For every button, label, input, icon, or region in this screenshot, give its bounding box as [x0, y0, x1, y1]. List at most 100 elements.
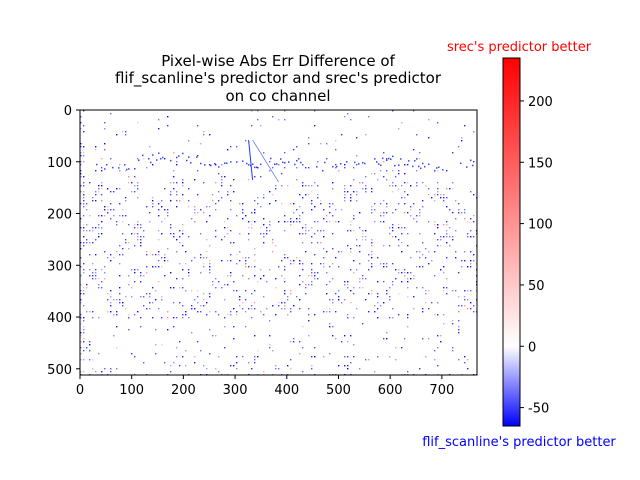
heatmap-pixel: [254, 362, 256, 364]
heatmap-pixel: [152, 164, 154, 166]
heatmap-pixel: [260, 125, 262, 127]
heatmap-pixel: [167, 248, 169, 250]
heatmap-pixel: [392, 191, 394, 193]
heatmap-pixel: [452, 212, 454, 214]
heatmap-pixel: [164, 362, 166, 364]
heatmap-pixel: [182, 317, 184, 319]
heatmap-pixel: [464, 290, 466, 292]
heatmap-pixel: [113, 215, 115, 217]
heatmap-pixel: [410, 257, 412, 259]
heatmap-pixel: [347, 113, 349, 115]
heatmap-pixel: [95, 170, 97, 172]
heatmap-pixel: [137, 227, 139, 229]
heatmap-pixel: [104, 272, 106, 274]
heatmap-pixel: [224, 299, 226, 301]
heatmap-pixel: [293, 263, 295, 265]
heatmap-pixel: [92, 278, 94, 280]
heatmap-pixel: [308, 167, 310, 169]
heatmap-pixel: [305, 227, 307, 229]
heatmap-pixel: [401, 281, 403, 283]
heatmap-pixel: [83, 131, 85, 133]
heatmap-pixel: [392, 227, 394, 229]
heatmap-pixel: [308, 137, 310, 139]
heatmap-pixel: [170, 182, 172, 184]
heatmap-pixel: [248, 221, 250, 223]
heatmap-pixel: [437, 347, 439, 349]
heatmap-pixel: [398, 170, 400, 172]
heatmap-pixel: [308, 275, 310, 277]
heatmap-pixel: [254, 254, 256, 256]
heatmap-pixel: [278, 164, 280, 166]
heatmap-pixel: [98, 287, 100, 289]
heatmap-pixel: [218, 191, 220, 193]
heatmap-pixel: [311, 365, 313, 367]
heatmap-pixel: [92, 263, 94, 265]
heatmap-pixel: [323, 311, 325, 313]
heatmap-pixel: [254, 359, 256, 361]
heatmap-pixel: [92, 317, 94, 319]
heatmap-pixel: [458, 320, 460, 322]
heatmap-pixel: [110, 302, 112, 304]
heatmap-pixel: [80, 152, 82, 154]
heatmap-pixel: [236, 311, 238, 313]
heatmap-pixel: [215, 230, 217, 232]
heatmap-pixel: [407, 281, 409, 283]
heatmap-pixel: [452, 182, 454, 184]
heatmap-pixel: [332, 188, 334, 190]
heatmap-pixel: [80, 170, 82, 172]
heatmap-pixel: [269, 230, 271, 232]
heatmap-pixel: [167, 209, 169, 211]
heatmap-pixel: [206, 206, 208, 208]
heatmap-pixel: [329, 299, 331, 301]
heatmap-pixel: [460, 162, 462, 165]
heatmap-pixel: [173, 326, 175, 328]
heatmap-pixel: [278, 119, 280, 121]
heatmap-pixel: [354, 161, 356, 164]
heatmap-pixel: [143, 236, 145, 238]
heatmap-pixel: [425, 257, 427, 259]
heatmap-pixel: [176, 191, 178, 193]
heatmap-pixel: [173, 287, 175, 289]
heatmap-pixel: [425, 302, 427, 304]
heatmap-pixel: [419, 158, 421, 160]
heatmap-pixel: [210, 164, 212, 167]
heatmap-pixel: [89, 311, 91, 313]
heatmap-pixel: [269, 344, 271, 346]
heatmap-pixel: [350, 194, 352, 196]
heatmap-pixel: [278, 302, 280, 304]
heatmap-pixel: [80, 128, 82, 130]
heatmap-pixel: [419, 368, 421, 370]
heatmap-pixel: [400, 158, 402, 160]
heatmap-pixel: [294, 163, 296, 166]
heatmap-pixel: [80, 353, 82, 355]
heatmap-pixel: [188, 236, 190, 238]
heatmap-pixel: [92, 200, 94, 202]
heatmap-pixel: [209, 353, 211, 355]
heatmap-pixel: [437, 365, 439, 367]
heatmap-pixel: [329, 221, 331, 223]
heatmap-pixel: [416, 266, 418, 268]
heatmap-pixel: [302, 233, 304, 235]
heatmap-pixel: [324, 161, 326, 164]
heatmap-pixel: [452, 236, 454, 238]
heatmap-pixel: [470, 159, 472, 162]
heatmap-pixel: [158, 203, 160, 205]
heatmap-pixel: [230, 242, 232, 244]
heatmap-pixel: [466, 166, 468, 168]
heatmap-pixel: [248, 164, 250, 166]
heatmap-pixel: [272, 251, 274, 253]
heatmap-pixel: [128, 224, 130, 226]
heatmap-pixel: [134, 233, 136, 235]
heatmap-pixel: [458, 272, 460, 274]
heatmap-pixel: [116, 347, 118, 349]
heatmap-pixel: [248, 257, 250, 259]
heatmap-pixel: [197, 311, 199, 313]
heatmap-pixel: [131, 287, 133, 289]
heatmap-pixel: [305, 167, 307, 169]
heatmap-pixel: [83, 332, 85, 334]
heatmap-pixel: [326, 251, 328, 253]
heatmap-pixel: [269, 224, 271, 226]
heatmap-pixel: [344, 164, 346, 166]
heatmap-pixel: [350, 251, 352, 253]
heatmap-pixel: [252, 163, 254, 165]
